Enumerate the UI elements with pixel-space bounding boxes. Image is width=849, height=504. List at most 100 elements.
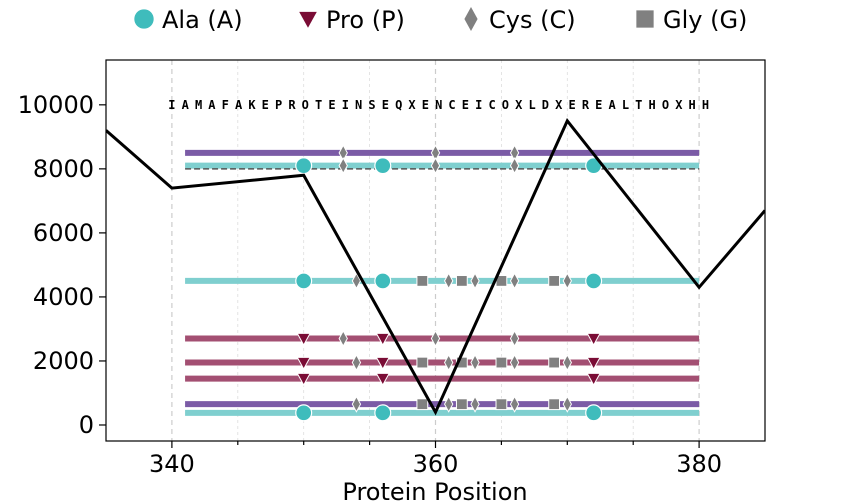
sequence-letter-33: A	[609, 98, 617, 112]
sequence-letter-22: E	[462, 98, 469, 112]
sequence-letter-24: C	[488, 98, 495, 112]
marker-diamond-2-2	[509, 157, 520, 175]
marker-diamond-12-2	[470, 395, 480, 413]
marker-circle-14-1	[374, 404, 392, 422]
y-tick-label-10000: 10000	[18, 91, 94, 119]
marker-diamond-12-1	[443, 395, 454, 413]
sequence-letter-1: A	[182, 98, 190, 112]
marker-diamond-9-1	[443, 354, 454, 372]
sequence-letter-4: F	[222, 98, 229, 112]
sequence-letter-0: I	[168, 98, 175, 112]
sequence-letter-30: E	[568, 98, 575, 112]
sequence-letter-27: L	[528, 98, 535, 112]
marker-triangle-11-1	[375, 372, 391, 387]
sequence-letter-5: A	[235, 98, 243, 112]
marker-triangle-8-0	[296, 356, 311, 370]
sequence-letter-3: A	[208, 98, 216, 112]
marker-diamond-4-0	[351, 272, 362, 290]
legend-marker-2	[464, 7, 478, 31]
line-series	[106, 117, 765, 416]
sequence-letter-36: H	[649, 98, 656, 112]
marker-diamond-2-1	[430, 157, 441, 175]
marker-circle-3-2	[585, 272, 603, 290]
marker-triangle-8-1	[375, 356, 391, 370]
marker-square-13-1	[455, 398, 468, 411]
marker-diamond-7-1	[430, 330, 441, 348]
marker-triangle-8-2	[586, 356, 601, 370]
marker-diamond-2-0	[338, 157, 348, 175]
sequence-letter-40: H	[702, 98, 709, 112]
sequence-letter-16: E	[382, 98, 389, 112]
sequence-letter-19: E	[422, 98, 429, 112]
marker-square-5-1	[455, 275, 468, 287]
y-axis: 0 2000 4000 6000 8000 10000	[18, 91, 106, 439]
marker-square-13-0	[416, 398, 429, 411]
marker-circle-3-0	[295, 272, 313, 290]
marker-diamond-7-0	[338, 330, 348, 348]
sequence-letter-25: O	[502, 98, 509, 112]
marker-triangle-6-0	[296, 332, 311, 346]
marker-triangle-6-1	[375, 332, 391, 346]
y-tick-label-4000: 4000	[33, 283, 94, 311]
marker-square-10-0	[416, 356, 429, 369]
marker-square-10-3	[548, 356, 561, 369]
legend-label-3: Gly (G)	[663, 6, 747, 34]
marker-circle-1-0	[295, 157, 313, 175]
sequence-letter-21: C	[448, 98, 455, 112]
sequence-letter-32: E	[595, 98, 602, 112]
marker-diamond-9-4	[562, 354, 572, 372]
marker-diamond-12-4	[562, 395, 572, 413]
marker-square-5-0	[416, 275, 429, 287]
legend-label-0: Ala (A)	[162, 6, 243, 34]
legend: Ala (A) Pro (P) Cys (C) Gly (G)	[134, 6, 747, 34]
sequence-letter-35: T	[635, 98, 642, 112]
legend-label-1: Pro (P)	[326, 6, 405, 34]
sequence-letter-26: X	[515, 98, 523, 112]
marker-diamond-12-0	[351, 395, 362, 413]
legend-marker-3	[636, 10, 654, 28]
marker-diamond-4-3	[509, 272, 520, 290]
sequence-letter-20: N	[435, 98, 442, 112]
sequence-letter-13: I	[342, 98, 349, 112]
sequence-letter-39: H	[689, 98, 696, 112]
sequence-letter-38: X	[675, 98, 683, 112]
sequence-letter-18: X	[408, 98, 416, 112]
marker-diamond-4-2	[470, 272, 480, 290]
sequence-letter-28: D	[542, 98, 549, 112]
sequence-letter-11: T	[315, 98, 322, 112]
sequence-letter-14: N	[355, 98, 362, 112]
sequence-letter-15: S	[368, 98, 375, 112]
sequence-letter-37: O	[662, 98, 669, 112]
y-tick-label-2000: 2000	[33, 347, 94, 375]
sequence-letter-29: X	[555, 98, 563, 112]
x-tick-label-380: 380	[676, 450, 722, 478]
marker-triangle-11-2	[586, 372, 601, 387]
marker-diamond-4-4	[562, 272, 572, 290]
marker-square-10-2	[495, 356, 508, 369]
marker-diamond-12-3	[509, 395, 520, 413]
sequence-letter-34: L	[622, 98, 629, 112]
sequence-letter-10: O	[302, 98, 309, 112]
marker-square-13-2	[495, 398, 508, 411]
legend-marker-1	[299, 11, 317, 28]
marker-circle-3-1	[374, 272, 392, 290]
x-axis: 340 360 380	[149, 441, 722, 478]
sequence-letter-7: E	[262, 98, 269, 112]
sequence-letter-31: R	[582, 98, 590, 112]
marker-triangle-11-0	[296, 372, 311, 387]
sequence-letter-12: E	[328, 98, 335, 112]
marker-diamond-9-2	[470, 354, 480, 372]
legend-marker-0	[134, 9, 154, 29]
line-series-path	[106, 117, 765, 416]
y-tick-label-0: 0	[79, 411, 94, 439]
x-tick-label-340: 340	[149, 450, 195, 478]
marker-circle-1-1	[374, 157, 392, 175]
markers	[295, 144, 603, 422]
y-tick-label-8000: 8000	[33, 155, 94, 183]
marker-circle-14-0	[295, 404, 313, 422]
marker-square-13-3	[548, 398, 561, 411]
bands	[185, 149, 700, 416]
x-axis-title: Protein Position	[342, 478, 527, 504]
